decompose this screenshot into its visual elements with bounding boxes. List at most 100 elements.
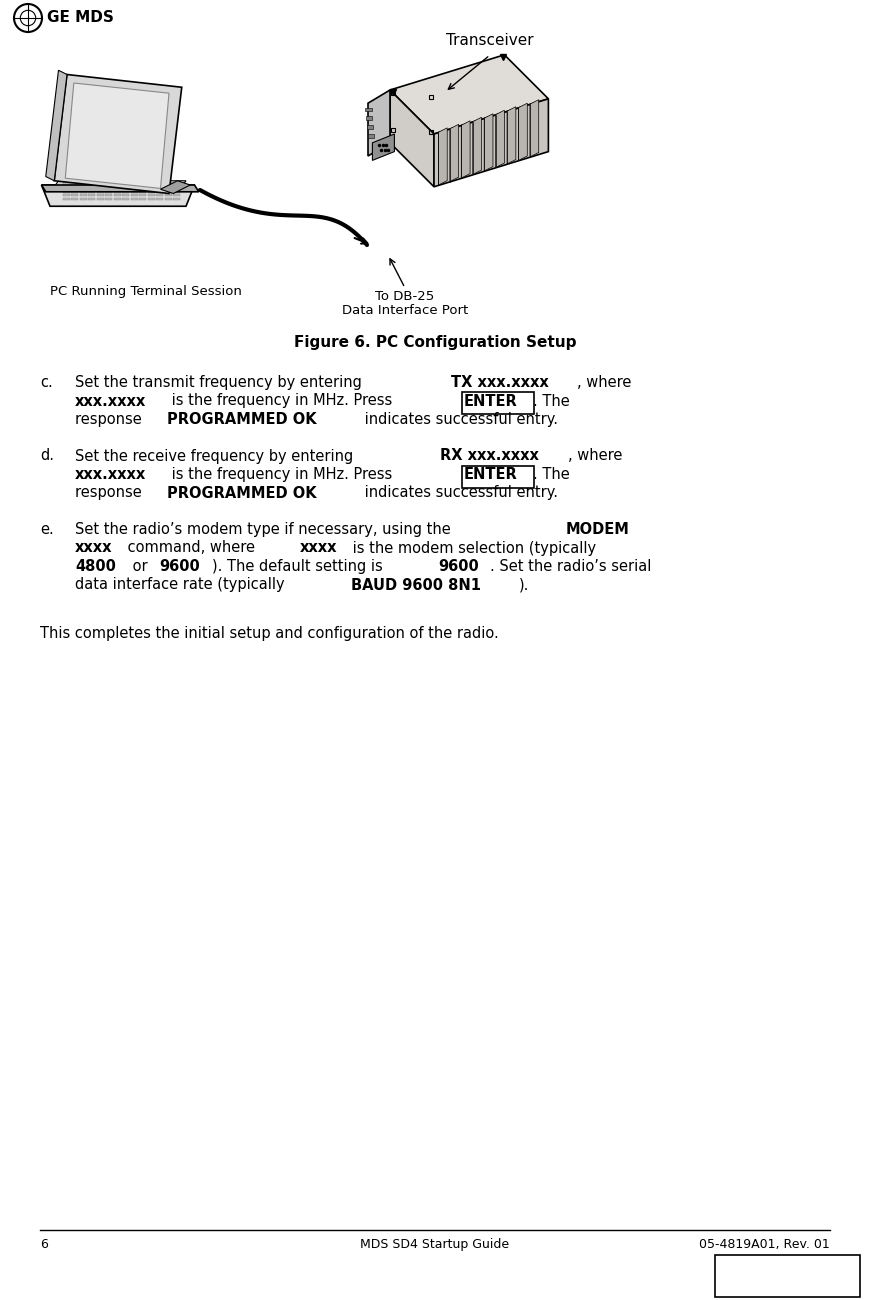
Bar [156,182,163,185]
Text: is the frequency in MHz. Press: is the frequency in MHz. Press [167,467,396,482]
Text: xxxx: xxxx [75,541,112,555]
Bar [173,190,180,192]
Polygon shape [461,121,469,178]
Text: GE MDS: GE MDS [47,10,114,26]
Bar [130,198,137,200]
Bar [88,182,95,185]
Bar [63,194,70,196]
Bar [368,134,374,138]
Polygon shape [372,134,394,160]
Bar [148,190,155,192]
Text: c.: c. [40,374,53,390]
Bar [71,194,78,196]
Polygon shape [65,83,169,188]
Bar [63,186,70,188]
Polygon shape [518,103,527,160]
Polygon shape [472,117,481,174]
Text: PC Running Terminal Session: PC Running Terminal Session [50,285,242,298]
Bar [80,182,86,185]
Bar [173,198,180,200]
Bar [114,198,121,200]
Text: TX xxx.xxxx: TX xxx.xxxx [451,374,548,390]
Bar [123,194,129,196]
Text: xxx.xxxx: xxx.xxxx [75,394,146,408]
Polygon shape [484,114,493,172]
Text: ). The default setting is: ). The default setting is [211,559,387,575]
Bar [114,182,121,185]
Text: Transceiver: Transceiver [446,32,534,48]
Bar [130,194,137,196]
Bar [156,186,163,188]
Bar [156,194,163,196]
Bar [96,194,103,196]
Text: PROGRAMMED OK: PROGRAMMED OK [167,412,316,426]
Text: Figure 6. PC Configuration Setup: Figure 6. PC Configuration Setup [294,335,575,350]
Text: This completes the initial setup and configuration of the radio.: This completes the initial setup and con… [40,627,498,641]
Bar [80,194,86,196]
Polygon shape [495,111,504,168]
Bar [130,182,137,185]
Text: . The: . The [533,467,569,482]
Bar [88,190,95,192]
Bar [156,190,163,192]
Bar [96,186,103,188]
Bar [105,198,112,200]
Bar [88,198,95,200]
Bar [63,198,70,200]
Bar [114,190,121,192]
Bar [80,190,86,192]
Text: response: response [75,412,146,426]
Text: command, where: command, where [123,541,260,555]
Bar [173,186,180,188]
Polygon shape [54,181,186,187]
Bar [63,190,70,192]
Bar [114,194,121,196]
Bar [164,194,171,196]
Text: or: or [128,559,152,575]
Bar [714,1254,859,1297]
Text: 6: 6 [40,1238,48,1251]
Bar [96,190,103,192]
Bar [148,194,155,196]
Text: ).: ). [519,577,529,593]
Bar [123,190,129,192]
Text: d.: d. [40,448,54,464]
Bar [96,182,103,185]
Bar [88,186,95,188]
Polygon shape [529,100,538,157]
Text: MDS SD4 Startup Guide: MDS SD4 Startup Guide [360,1238,509,1251]
Bar [105,186,112,188]
Text: Set the receive frequency by entering: Set the receive frequency by entering [75,448,357,464]
Text: MODEM: MODEM [565,523,629,537]
Bar [63,182,70,185]
Bar [139,198,146,200]
Text: 05-4819A01, Rev. 01: 05-4819A01, Rev. 01 [699,1238,829,1251]
Text: PROGRAMMED OK: PROGRAMMED OK [167,485,316,500]
Bar [71,198,78,200]
Bar [71,182,78,185]
Bar [130,186,137,188]
Text: BAUD 9600 8N1: BAUD 9600 8N1 [351,577,481,593]
Text: ENTER: ENTER [463,467,517,482]
Bar [88,194,95,196]
Text: . The: . The [533,394,569,408]
Bar [139,190,146,192]
Bar [461,393,534,415]
Text: Set the transmit frequency by entering: Set the transmit frequency by entering [75,374,366,390]
Text: is the modem selection (typically: is the modem selection (typically [348,541,595,555]
Bar [164,190,171,192]
Bar [173,194,180,196]
Bar [71,190,78,192]
Text: ENTER: ENTER [463,394,517,408]
Text: indicates successful entry.: indicates successful entry. [360,412,558,426]
Text: xxxx: xxxx [299,541,337,555]
Bar [80,198,86,200]
Bar [139,186,146,188]
Polygon shape [449,125,458,182]
Polygon shape [368,90,389,156]
Polygon shape [160,181,190,194]
Bar [71,186,78,188]
Text: Data Interface Port: Data Interface Port [342,304,468,317]
Text: To DB-25: To DB-25 [375,290,434,303]
Bar [365,108,371,111]
